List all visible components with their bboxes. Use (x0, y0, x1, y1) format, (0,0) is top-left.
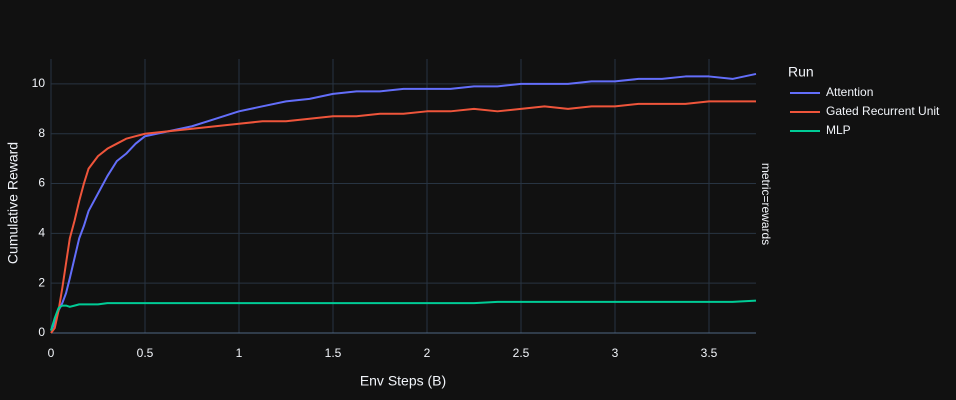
y-tick-label: 10 (32, 76, 46, 90)
x-tick-label: 0 (48, 346, 55, 360)
y-tick-label: 0 (38, 325, 45, 339)
legend-label: MLP (826, 123, 851, 137)
x-tick-label: 1 (236, 346, 243, 360)
series-line (50, 100, 756, 334)
x-tick-label: 1.5 (325, 346, 342, 360)
x-tick-label: 2 (424, 346, 431, 360)
facet-label: metric=rewards (759, 163, 773, 245)
series-line (50, 299, 757, 331)
legend-label: Attention (826, 85, 873, 99)
y-axis-title: Cumulative Reward (5, 142, 21, 264)
grid (50, 59, 756, 334)
y-tick-label: 4 (38, 226, 45, 240)
y-tick-label: 2 (38, 275, 45, 289)
legend-label: Gated Recurrent Unit (826, 104, 940, 118)
y-tick-label: 6 (38, 176, 45, 190)
x-tick-label: 2.5 (513, 346, 530, 360)
x-tick-label: 0.5 (137, 346, 154, 360)
x-axis-title: Env Steps (B) (360, 373, 446, 389)
x-tick-label: 3.5 (701, 346, 718, 360)
x-tick-label: 3 (612, 346, 619, 360)
y-tick-label: 8 (38, 126, 45, 140)
legend-title: Run (788, 64, 814, 80)
series-line (50, 72, 757, 331)
